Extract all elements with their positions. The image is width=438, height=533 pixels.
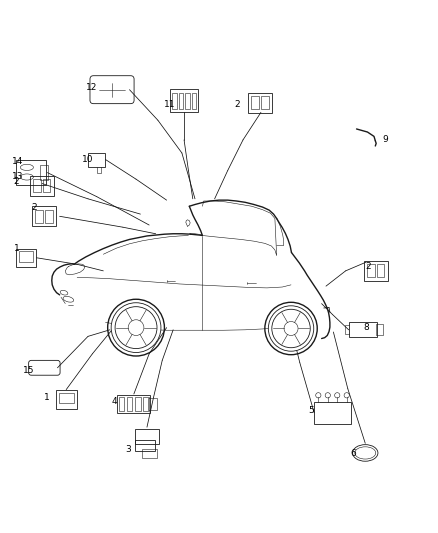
Text: 14: 14 (12, 157, 23, 166)
Bar (42, 179, 50, 192)
Bar (135, 398, 141, 410)
Text: 8: 8 (363, 323, 369, 332)
Circle shape (111, 303, 161, 352)
Text: 10: 10 (81, 155, 93, 164)
Bar (185, 93, 190, 109)
Bar (15, 248, 36, 267)
Bar (19, 252, 33, 262)
Text: 9: 9 (383, 135, 389, 144)
Text: 13: 13 (12, 172, 23, 181)
Text: 1: 1 (14, 244, 20, 253)
Bar (172, 93, 177, 109)
Bar (144, 398, 149, 410)
Bar (251, 96, 259, 109)
Bar (30, 176, 54, 196)
Text: 2: 2 (365, 262, 371, 271)
Bar (40, 165, 48, 180)
Bar (248, 93, 272, 112)
Text: 4: 4 (112, 397, 118, 406)
Text: 15: 15 (22, 367, 34, 375)
Bar (349, 322, 377, 337)
Bar (364, 261, 388, 281)
Bar (117, 395, 150, 413)
Bar (119, 398, 124, 410)
Bar (35, 210, 43, 223)
Bar (314, 402, 351, 424)
Text: 11: 11 (164, 100, 176, 109)
Text: 1: 1 (44, 393, 50, 402)
Bar (88, 152, 105, 166)
Bar (148, 398, 156, 410)
Circle shape (268, 306, 314, 351)
Text: 2: 2 (14, 176, 19, 185)
Text: 6: 6 (350, 449, 356, 458)
Bar (179, 93, 183, 109)
Text: 2: 2 (31, 203, 37, 212)
Bar (127, 398, 132, 410)
Bar (141, 449, 157, 458)
Bar (192, 93, 196, 109)
Bar (16, 160, 46, 185)
Bar (367, 264, 375, 277)
Bar (135, 429, 159, 445)
Text: 5: 5 (308, 406, 314, 415)
Bar (59, 393, 74, 403)
Text: 3: 3 (125, 445, 131, 454)
Bar (135, 440, 155, 451)
Text: 2: 2 (234, 100, 240, 109)
Bar (45, 210, 53, 223)
Bar (56, 391, 77, 409)
Bar (170, 89, 198, 112)
Bar (32, 206, 57, 226)
Bar (377, 264, 385, 277)
Bar (376, 325, 383, 335)
Bar (33, 179, 41, 192)
Text: 12: 12 (86, 83, 97, 92)
Bar (261, 96, 268, 109)
